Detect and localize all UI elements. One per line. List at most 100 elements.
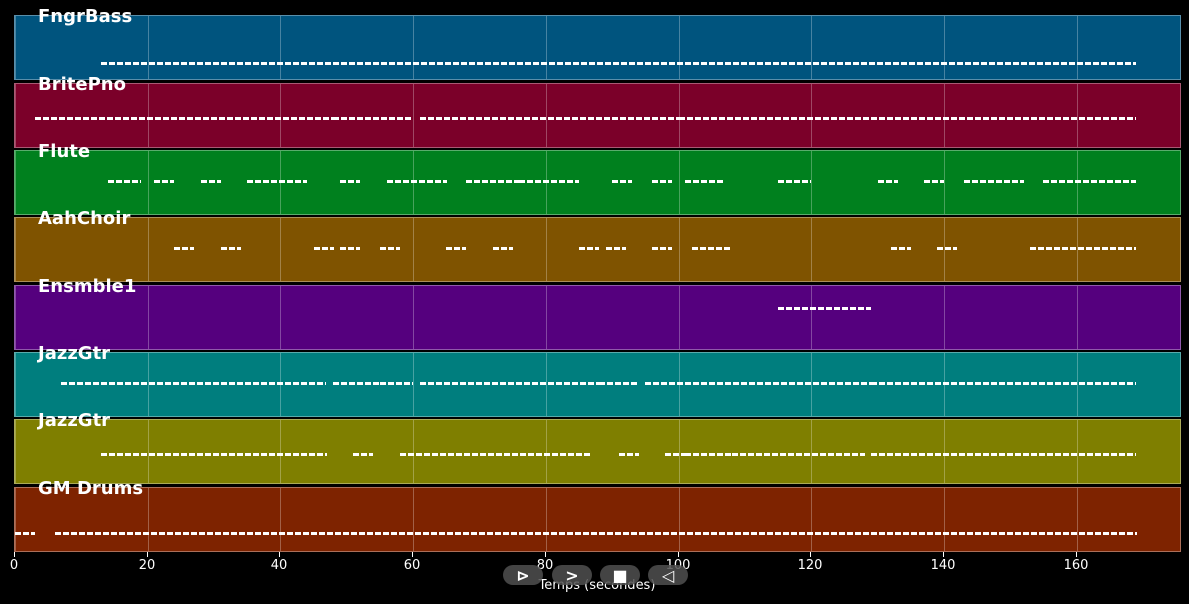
x-tick-label: 0 — [9, 558, 19, 573]
gridline — [413, 420, 414, 483]
gridline — [280, 16, 281, 79]
gridline — [148, 151, 149, 214]
note-segment — [108, 180, 141, 183]
note-segment — [606, 247, 626, 250]
track-label: Ensmble1 — [38, 276, 137, 297]
x-tick — [1076, 552, 1077, 557]
track-ensmble1 — [14, 285, 1181, 350]
note-segment — [685, 453, 731, 456]
x-tick — [943, 552, 944, 557]
gridline — [944, 488, 945, 551]
track-fngrbass — [14, 15, 1181, 80]
note-segment — [1043, 180, 1136, 183]
gridline — [15, 286, 16, 349]
track-britepno — [14, 83, 1181, 148]
note-segment — [732, 453, 865, 456]
gridline — [280, 218, 281, 281]
gridline — [148, 286, 149, 349]
note-segment — [493, 247, 513, 250]
gridline — [1077, 488, 1078, 551]
note-segment — [685, 382, 871, 385]
gridline — [679, 488, 680, 551]
gridline — [15, 218, 16, 281]
note-segment — [778, 180, 811, 183]
gridline — [811, 286, 812, 349]
note-segment — [55, 532, 1137, 535]
stop-button[interactable]: ■ — [600, 565, 640, 585]
x-tick — [678, 552, 679, 557]
gridline — [413, 488, 414, 551]
note-segment — [619, 453, 639, 456]
play-button[interactable]: ⊳ — [503, 565, 543, 585]
x-tick-label: 120 — [797, 558, 823, 573]
track-aahchoir — [14, 217, 1181, 282]
track-gm-drums — [14, 487, 1181, 552]
track-jazzgtr — [14, 352, 1181, 417]
x-tick-label: 140 — [930, 558, 956, 573]
gridline — [679, 286, 680, 349]
note-segment — [340, 180, 360, 183]
rewind-icon: ◁ — [661, 565, 675, 585]
gridline — [811, 420, 812, 483]
note-segment — [871, 382, 1136, 385]
track-flute — [14, 150, 1181, 215]
note-segment — [579, 247, 599, 250]
gridline — [413, 286, 414, 349]
note-segment — [685, 180, 725, 183]
gridline — [280, 286, 281, 349]
x-tick-label: 60 — [403, 558, 421, 573]
x-tick-label: 160 — [1063, 558, 1089, 573]
gridline — [1077, 420, 1078, 483]
note-segment — [400, 453, 592, 456]
note-segment — [420, 382, 599, 385]
note-segment — [101, 62, 1136, 65]
note-segment — [1030, 247, 1136, 250]
gridline — [944, 420, 945, 483]
x-tick — [412, 552, 413, 557]
note-segment — [201, 180, 221, 183]
gridline — [15, 353, 16, 416]
note-segment — [692, 247, 732, 250]
gridline — [1077, 16, 1078, 79]
gridline — [413, 16, 414, 79]
gridline — [811, 16, 812, 79]
note-segment — [247, 180, 307, 183]
note-segment — [599, 382, 639, 385]
note-segment — [652, 247, 672, 250]
forward-button[interactable]: > — [552, 565, 592, 585]
note-segment — [35, 117, 334, 120]
gridline — [280, 420, 281, 483]
track-jazzgtr — [14, 419, 1181, 484]
note-segment — [519, 180, 579, 183]
gridline — [1077, 286, 1078, 349]
gridline — [546, 218, 547, 281]
x-tick-label: 20 — [138, 558, 156, 573]
note-segment — [420, 117, 679, 120]
gridline — [811, 218, 812, 281]
note-segment — [937, 247, 957, 250]
gridline — [944, 286, 945, 349]
track-label: Flute — [38, 141, 91, 162]
x-tick — [279, 552, 280, 557]
note-segment — [314, 247, 334, 250]
note-segment — [665, 453, 685, 456]
note-segment — [101, 453, 327, 456]
gridline — [413, 218, 414, 281]
gridline — [944, 84, 945, 147]
x-tick — [545, 552, 546, 557]
rewind-button[interactable]: ◁ — [648, 565, 688, 585]
gridline — [546, 488, 547, 551]
gridline — [413, 353, 414, 416]
gridline — [679, 84, 680, 147]
note-segment — [679, 117, 871, 120]
gridline — [679, 16, 680, 79]
track-label: AahChoir — [38, 208, 131, 229]
note-segment — [446, 247, 466, 250]
note-segment — [380, 382, 413, 385]
x-tick — [810, 552, 811, 557]
gridline — [679, 218, 680, 281]
gridline — [148, 218, 149, 281]
gridline — [811, 488, 812, 551]
note-segment — [61, 382, 326, 385]
note-segment — [964, 180, 1024, 183]
